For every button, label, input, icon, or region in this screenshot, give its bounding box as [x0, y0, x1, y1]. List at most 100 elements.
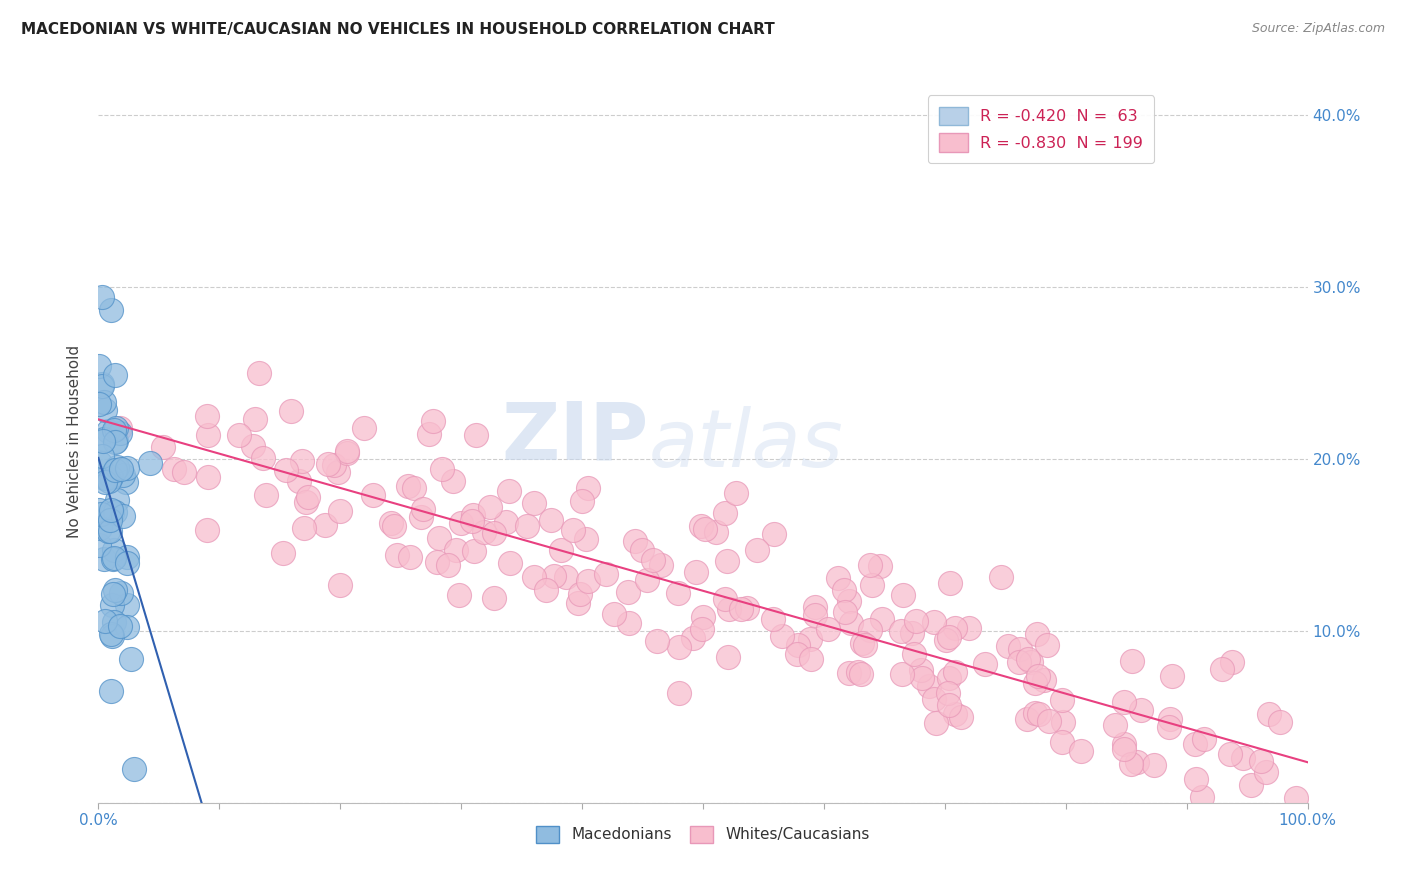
Point [197, 470, 219, 484]
Point [718, 601, 741, 615]
Point [100, 598, 122, 612]
Point [1026, 627, 1049, 641]
Point [94, 615, 117, 629]
Point [114, 475, 136, 489]
Point [804, 607, 827, 622]
Point [97, 424, 120, 438]
Point [747, 542, 769, 557]
Point [197, 428, 219, 442]
Point [97, 474, 120, 488]
Point [943, 621, 966, 635]
Point [105, 434, 128, 449]
Point [1038, 714, 1060, 728]
Point [692, 609, 714, 624]
Point [103, 615, 125, 629]
Point [1184, 737, 1206, 751]
Point [110, 462, 132, 476]
Point [100, 513, 122, 527]
Point [643, 553, 665, 567]
Y-axis label: No Vehicles in Household: No Vehicles in Household [67, 345, 83, 538]
Point [111, 468, 134, 483]
Point [1017, 652, 1039, 666]
Point [98, 524, 121, 538]
Point [318, 457, 340, 471]
Point [860, 578, 883, 592]
Point [242, 439, 264, 453]
Point [87, 538, 110, 552]
Point [576, 574, 599, 588]
Point [1028, 707, 1050, 722]
Point [645, 634, 668, 648]
Point [103, 551, 125, 566]
Point [1219, 747, 1241, 761]
Point [817, 622, 839, 636]
Point [762, 612, 785, 626]
Point [617, 616, 640, 631]
Point [724, 486, 747, 500]
Point [903, 648, 925, 662]
Point [91, 379, 114, 393]
Point [910, 663, 932, 677]
Point [404, 481, 426, 495]
Point [990, 570, 1012, 584]
Point [90, 449, 112, 463]
Point [314, 517, 336, 532]
Point [461, 508, 484, 522]
Point [197, 409, 219, 424]
Point [103, 587, 125, 601]
Point [94, 475, 117, 490]
Text: ZIP: ZIP [502, 399, 648, 477]
Point [1114, 737, 1136, 751]
Point [254, 488, 277, 502]
Point [100, 470, 122, 484]
Point [115, 550, 138, 565]
Point [353, 421, 375, 435]
Point [1240, 778, 1263, 792]
Point [870, 612, 893, 626]
Point [1024, 706, 1046, 720]
Point [1185, 772, 1208, 786]
Point [90, 507, 112, 521]
Point [108, 426, 131, 441]
Point [851, 636, 873, 650]
Point [922, 615, 945, 629]
Point [449, 588, 471, 602]
Point [925, 716, 948, 731]
Point [787, 638, 810, 652]
Point [839, 616, 862, 631]
Point [297, 491, 319, 505]
Point [110, 585, 132, 599]
Point [450, 516, 472, 530]
Point [460, 515, 482, 529]
Point [762, 527, 785, 541]
Point [938, 698, 960, 713]
Point [1143, 758, 1166, 772]
Point [1052, 715, 1074, 730]
Point [569, 586, 592, 600]
Point [1114, 742, 1136, 756]
Point [1258, 707, 1281, 722]
Point [1010, 642, 1032, 657]
Point [1160, 669, 1182, 683]
Point [89, 456, 111, 470]
Point [287, 474, 309, 488]
Point [1220, 655, 1243, 669]
Point [93, 394, 115, 409]
Point [382, 518, 405, 533]
Point [437, 558, 460, 573]
Point [104, 435, 127, 450]
Point [576, 481, 599, 495]
Point [1033, 673, 1056, 687]
Point [432, 462, 454, 476]
Point [104, 583, 127, 598]
Point [799, 632, 821, 646]
Point [105, 493, 128, 508]
Point [890, 666, 912, 681]
Point [534, 582, 557, 597]
Point [163, 462, 186, 476]
Point [463, 544, 485, 558]
Point [322, 458, 344, 472]
Point [89, 521, 111, 535]
Point [499, 556, 522, 570]
Point [851, 666, 873, 681]
